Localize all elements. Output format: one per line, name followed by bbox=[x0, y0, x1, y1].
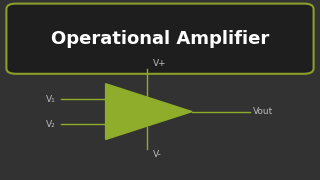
FancyBboxPatch shape bbox=[6, 4, 314, 74]
Text: V₂: V₂ bbox=[46, 120, 56, 129]
Text: V-: V- bbox=[153, 150, 162, 159]
Text: Operational Amplifier: Operational Amplifier bbox=[51, 30, 269, 48]
Text: V+: V+ bbox=[153, 59, 167, 68]
Text: V₁: V₁ bbox=[46, 94, 56, 103]
Polygon shape bbox=[106, 84, 192, 140]
Text: Vout: Vout bbox=[253, 107, 273, 116]
